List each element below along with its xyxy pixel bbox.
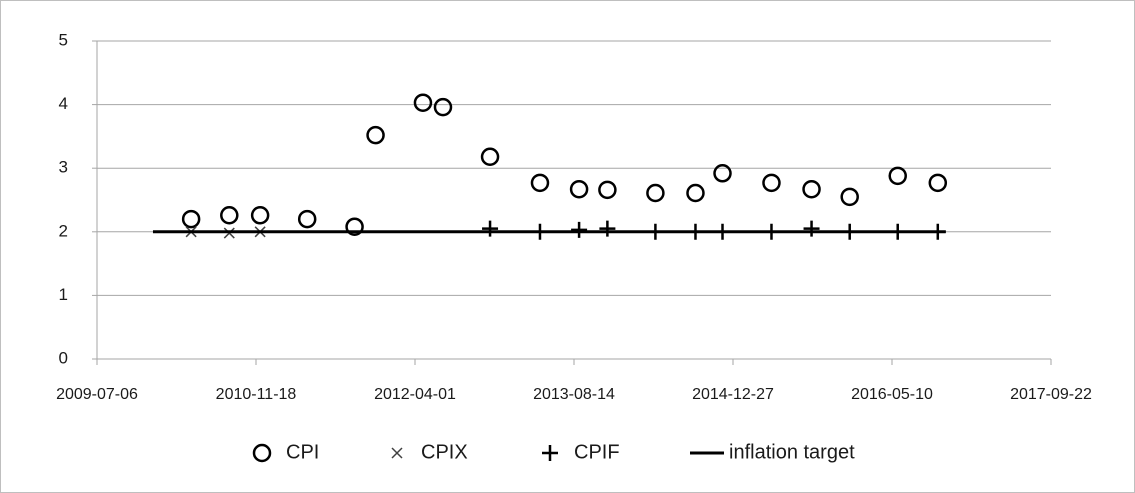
x-tick-label: 2012-04-01 — [374, 386, 456, 403]
x-tick-label: 2013-08-14 — [533, 386, 615, 403]
point — [181, 209, 201, 229]
y-tick-label: 5 — [59, 30, 68, 49]
legend-label: inflation target — [729, 441, 855, 463]
point — [569, 179, 589, 199]
x-tick-label: 2014-12-27 — [692, 386, 774, 403]
y-tick-label: 4 — [59, 94, 68, 113]
y-tick-label: 1 — [59, 285, 68, 304]
x-tick-label: 2016-05-10 — [851, 386, 933, 403]
point — [250, 206, 270, 225]
point — [297, 209, 317, 229]
point — [345, 217, 364, 236]
x-tick-label: 2017-09-22 — [1010, 386, 1092, 403]
legend-label: CPI — [286, 441, 319, 463]
point — [413, 93, 433, 112]
point — [928, 173, 948, 193]
legend-marker — [391, 447, 403, 459]
point — [840, 187, 859, 207]
point — [762, 173, 781, 193]
point — [366, 125, 385, 145]
legend-marker — [542, 445, 558, 461]
point — [686, 183, 705, 203]
point — [888, 166, 907, 186]
point — [802, 179, 821, 199]
y-tick-label: 2 — [59, 221, 68, 240]
point — [803, 220, 820, 237]
legend-label: CPIX — [421, 441, 468, 463]
x-tick-label: 2009-07-06 — [56, 386, 138, 403]
y-tick-label: 0 — [59, 348, 68, 367]
point — [480, 147, 500, 167]
legend-label: CPIF — [574, 441, 620, 463]
point — [598, 180, 617, 200]
point — [220, 206, 239, 225]
point — [599, 220, 616, 237]
legend-marker — [252, 443, 272, 463]
point — [571, 221, 588, 238]
x-tick-label: 2010-11-18 — [216, 386, 297, 403]
point — [530, 173, 550, 193]
point — [646, 183, 665, 203]
point — [433, 97, 453, 117]
point — [482, 220, 499, 237]
y-tick-label: 3 — [59, 158, 68, 177]
point — [713, 164, 732, 183]
